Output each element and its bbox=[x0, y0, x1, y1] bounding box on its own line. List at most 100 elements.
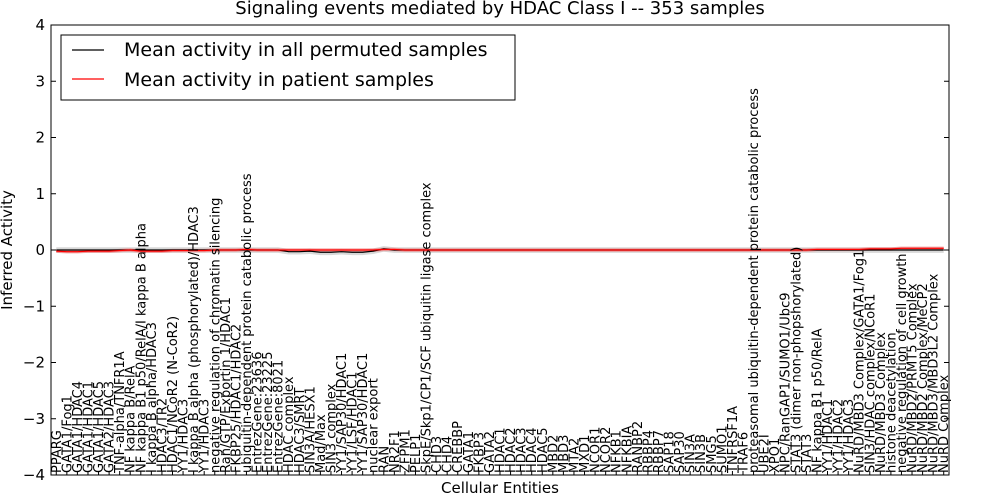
x-tick-label: PELP1 bbox=[409, 434, 424, 473]
chart-title: Signaling events mediated by HDAC Class … bbox=[235, 0, 764, 19]
x-tick-label: GATA1/HDAC4 bbox=[71, 381, 86, 473]
x-tick-label: GATA1/HDAC5 bbox=[92, 381, 107, 473]
x-tick-label: SMG5 bbox=[705, 435, 720, 473]
x-tick-label: NuRD/MBD3 Complex bbox=[874, 332, 889, 473]
y-tick-label: −4 bbox=[23, 466, 45, 484]
x-tick-label: NCOR1 bbox=[589, 427, 604, 473]
x-tick-label: RAN bbox=[377, 446, 392, 473]
x-tick-label: EntrezGene:23636 bbox=[251, 352, 266, 473]
x-tick-label: XPO1 bbox=[768, 438, 783, 473]
y-tick-label: −3 bbox=[23, 410, 45, 428]
y-tick-label: −1 bbox=[23, 297, 45, 315]
y-tick-label: 0 bbox=[35, 241, 45, 259]
x-tick-label: GATA1/Fog1 bbox=[60, 395, 75, 473]
x-tick-label: HDAC complex bbox=[282, 376, 297, 473]
x-tick-label: MBD2 bbox=[546, 435, 561, 473]
x-tick-label: YY1/HDAC3 bbox=[177, 399, 192, 474]
x-tick-label: negative regulation of cell growth bbox=[895, 253, 910, 473]
x-tick-label: HDAC1 bbox=[494, 427, 509, 473]
x-tick-label: RBBP4 bbox=[641, 430, 656, 473]
x-tick-label: ZFPM1 bbox=[398, 429, 413, 473]
legend-box bbox=[60, 34, 516, 101]
x-tick-label: NuRD/MBD3 Complex/GATA1/Fog1 bbox=[853, 250, 868, 473]
x-tick-label: HDAC1/NCoR2 (N-CoR2) bbox=[166, 316, 181, 473]
x-axis: PPARGGATA1/Fog1GATA1/HDAC4GATA1/HDAC1GAT… bbox=[50, 88, 952, 475]
x-tick-label: EntrezGene:23225 bbox=[261, 352, 276, 473]
x-tick-label: HDAC5 bbox=[536, 427, 551, 473]
x-tick-label: YY1/HDAC1 bbox=[821, 399, 836, 474]
x-tick-label: GATA2/HDAC3 bbox=[103, 381, 118, 473]
x-tick-label: STAT3 bbox=[800, 434, 815, 473]
x-tick-label: RANBP2 bbox=[631, 421, 646, 473]
x-tick-label: NFKB1 bbox=[610, 430, 625, 473]
x-tick-label: YY1/LSF/HDAC1 bbox=[346, 372, 361, 474]
x-tick-label: HDAC2 bbox=[504, 427, 519, 473]
y-tick-label: 3 bbox=[35, 72, 45, 90]
y-tick-label: −2 bbox=[23, 354, 45, 372]
y-axis-label: Inferred Activity bbox=[0, 190, 16, 310]
x-tick-label: NFKBIA bbox=[620, 426, 635, 473]
x-tick-label: GATA2 bbox=[483, 431, 498, 473]
x-tick-label: TNFRSF1A bbox=[726, 406, 741, 474]
x-tick-label: YY1/SAP30/HDAC1 bbox=[335, 353, 350, 474]
legend-label-permuted: Mean activity in all permuted samples bbox=[124, 39, 487, 61]
x-tick-label: TNF-alpha/TNFR1A bbox=[113, 351, 128, 474]
x-tick-label: CHD4 bbox=[441, 436, 456, 473]
x-tick-label: negative regulation of chromatin silenci… bbox=[208, 198, 223, 473]
legend-label-patient: Mean activity in patient samples bbox=[124, 69, 434, 91]
series-lines bbox=[56, 247, 944, 253]
x-tick-label: proteasomal ubiquitin-dependent protein … bbox=[747, 88, 762, 473]
x-tick-label: SIN3 complex bbox=[324, 383, 339, 473]
x-tick-label: Mad/Max bbox=[314, 414, 329, 473]
x-tick-label: ubiquitin-dependent protein catabolic pr… bbox=[240, 173, 255, 473]
x-tick-label: SIN3A bbox=[684, 434, 699, 473]
x-tick-label: NuRD/MBD2 Complex/MeCP2 bbox=[916, 283, 931, 473]
x-tick-label: UBE2I bbox=[758, 434, 773, 473]
x-tick-label: YY1/HDAC3 bbox=[198, 399, 213, 474]
x-tick-label: SAP30 bbox=[673, 431, 688, 473]
x-tick-label: FKBP3 bbox=[472, 432, 487, 473]
x-tick-label: SIN3/HDAC complex/NCoR1 bbox=[863, 294, 878, 473]
x-tick-label: CHD3 bbox=[430, 436, 445, 473]
x-tick-label: SUMO1 bbox=[715, 426, 730, 474]
x-tick-label: YY1/HDAC2 bbox=[832, 399, 847, 474]
x-tick-label: nuclear export bbox=[367, 378, 382, 473]
x-tick-label: HDAC4 bbox=[525, 427, 540, 473]
x-tick-label: I kappa B alpha (phosphorylated)/HDAC3 bbox=[187, 206, 202, 473]
x-tick-label: Ran/GTP/Exportin 1/HDAC1 bbox=[219, 297, 234, 473]
x-tick-label: HDAC3/TR2 bbox=[155, 398, 170, 473]
y-tick-label: 1 bbox=[35, 185, 45, 203]
x-tick-label: CREBBP bbox=[451, 421, 466, 473]
x-tick-label: HDAC3/SMRT bbox=[293, 387, 308, 473]
x-tick-label: TRAF6 bbox=[736, 432, 751, 474]
legend: Mean activity in all permuted samples Me… bbox=[60, 34, 516, 101]
y-axis: −4 −3 −2 −1 0 1 2 3 4 bbox=[23, 16, 949, 484]
x-tick-label: RBBP7 bbox=[652, 430, 667, 473]
x-tick-label: SkpE/Skp1/CP1/SCF ubiquitin ligase compl… bbox=[420, 182, 435, 473]
x-tick-label: NuRD/MBD3/MBD3L2 Complex bbox=[927, 273, 942, 473]
x-tick-label: HDAC3 bbox=[515, 427, 530, 473]
x-tick-label: NF kappa B1 p50/RelA bbox=[810, 328, 825, 473]
x-tick-label: STAT3 (dimer non-phopshorylated) bbox=[789, 247, 804, 473]
series-line-patient bbox=[56, 247, 944, 253]
x-tick-label: NR2F1 bbox=[388, 430, 403, 473]
x-tick-label: YY1/HDAC3 bbox=[842, 399, 857, 474]
x-tick-label: histone deacetylation bbox=[884, 332, 899, 473]
x-tick-label: GATA1 bbox=[462, 431, 477, 473]
x-tick-label: PPARG bbox=[50, 430, 65, 473]
x-tick-label: NuRD/MBD2/PRMT5 Complex bbox=[906, 283, 921, 473]
x-tick-label: NPC/RanGAP1/SUMO1/Ubc9 bbox=[779, 293, 794, 473]
x-tick-label: FKBP25/HDAC1/HDAC2 bbox=[229, 324, 244, 473]
x-tick-label: I kappa B alpha/HDAC3 bbox=[145, 322, 160, 473]
x-tick-label: SIN3B bbox=[694, 434, 709, 473]
y-tick-label: 2 bbox=[35, 129, 45, 147]
x-tick-label: MXD1 bbox=[578, 435, 593, 473]
x-tick-label: NuRD Complex bbox=[937, 375, 952, 473]
x-tick-label: MTA2 bbox=[567, 438, 582, 473]
x-tick-label: SAP18 bbox=[663, 431, 678, 473]
x-tick-label: NCOR2 bbox=[599, 427, 614, 473]
x-tick-label: NF kappa B1 p50/RelA/I kappa B alpha bbox=[134, 223, 149, 473]
x-axis-label: Cellular Entities bbox=[441, 479, 559, 497]
y-tick-label: 4 bbox=[35, 16, 45, 34]
